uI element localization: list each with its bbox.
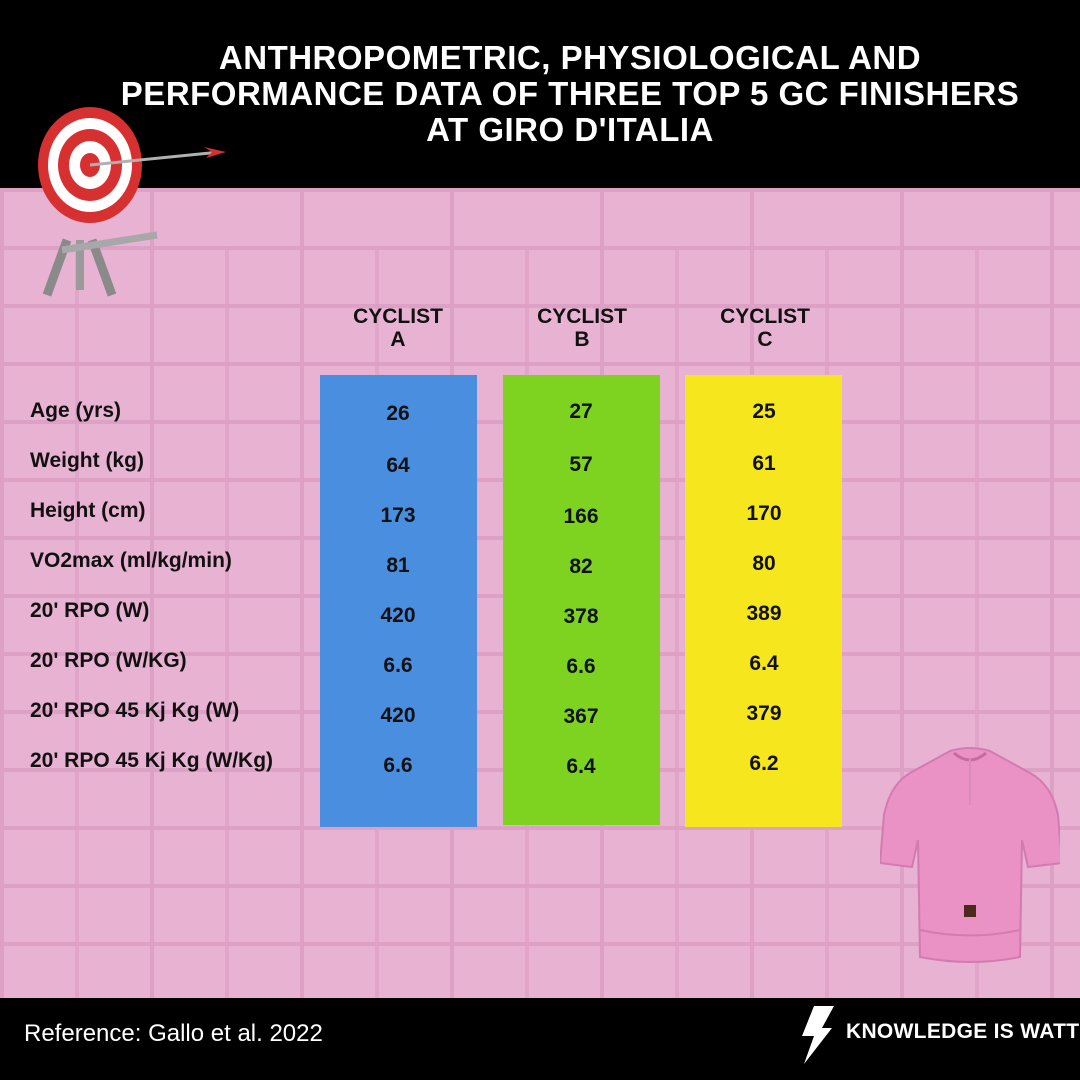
brand-name: KNOWLEDGE IS WATT bbox=[846, 1020, 1080, 1043]
column-header-cyclist-b: CYCLIST B bbox=[502, 305, 662, 351]
table-cell: 64 bbox=[386, 454, 410, 477]
table-cell: 25 bbox=[752, 400, 776, 423]
table-cell: 57 bbox=[569, 453, 593, 476]
table-cell: 420 bbox=[380, 704, 416, 727]
table-cell: 27 bbox=[569, 400, 593, 423]
footer-bar: Reference: Gallo et al. 2022 KNOWLEDGE I… bbox=[0, 998, 1080, 1080]
table-cell: 6.2 bbox=[749, 752, 779, 775]
table-cell: 6.6 bbox=[383, 754, 413, 777]
table-cell: 378 bbox=[563, 605, 599, 628]
row-label: Weight (kg) bbox=[30, 449, 144, 472]
column-header-line: CYCLIST bbox=[353, 305, 443, 328]
row-label: Height (cm) bbox=[30, 499, 146, 522]
table-cell: 367 bbox=[563, 705, 599, 728]
table-cell: 170 bbox=[746, 502, 782, 525]
reference-text: Reference: Gallo et al. 2022 bbox=[24, 1020, 323, 1047]
column-header-letter: A bbox=[390, 328, 406, 351]
column-header-cyclist-c: CYCLIST C bbox=[685, 305, 845, 351]
row-label: 20' RPO 45 Kj Kg (W/Kg) bbox=[30, 749, 274, 772]
row-label: 20' RPO (W/KG) bbox=[30, 649, 187, 672]
column-band-cyclist-c bbox=[685, 375, 842, 827]
table-cell: 6.6 bbox=[566, 655, 596, 678]
column-header-letter: C bbox=[757, 328, 773, 351]
column-header-line: CYCLIST bbox=[537, 305, 627, 328]
table-cell: 6.6 bbox=[383, 654, 413, 677]
row-label: Age (yrs) bbox=[30, 399, 122, 422]
jersey-icon bbox=[880, 747, 1060, 963]
column-header-line: CYCLIST bbox=[720, 305, 810, 328]
page-title: ANTHROPOMETRIC, PHYSIOLOGICAL AND PERFOR… bbox=[120, 39, 1020, 148]
table-cell: 389 bbox=[746, 602, 782, 625]
row-label: VO2max (ml/kg/min) bbox=[30, 549, 232, 572]
table-cell: 420 bbox=[380, 604, 416, 627]
lightning-icon bbox=[802, 1006, 834, 1064]
column-header-cyclist-a: CYCLIST A bbox=[318, 305, 478, 351]
table-cell: 61 bbox=[752, 452, 776, 475]
table-cell: 81 bbox=[386, 554, 410, 577]
table-cell: 6.4 bbox=[566, 755, 596, 778]
table-cell: 6.4 bbox=[749, 652, 779, 675]
column-header-letter: B bbox=[574, 328, 590, 351]
target-icon bbox=[38, 107, 226, 297]
table-cell: 166 bbox=[563, 505, 599, 528]
column-band-cyclist-b bbox=[503, 375, 660, 825]
table-cell: 379 bbox=[746, 702, 782, 725]
column-band-cyclist-a bbox=[320, 375, 477, 827]
table-cell: 80 bbox=[752, 552, 776, 575]
row-label: 20' RPO 45 Kj Kg (W) bbox=[30, 699, 240, 722]
table-cell: 173 bbox=[380, 504, 416, 527]
table-cell: 82 bbox=[569, 555, 593, 578]
table-cell: 26 bbox=[386, 402, 410, 425]
row-label: 20' RPO (W) bbox=[30, 599, 150, 622]
